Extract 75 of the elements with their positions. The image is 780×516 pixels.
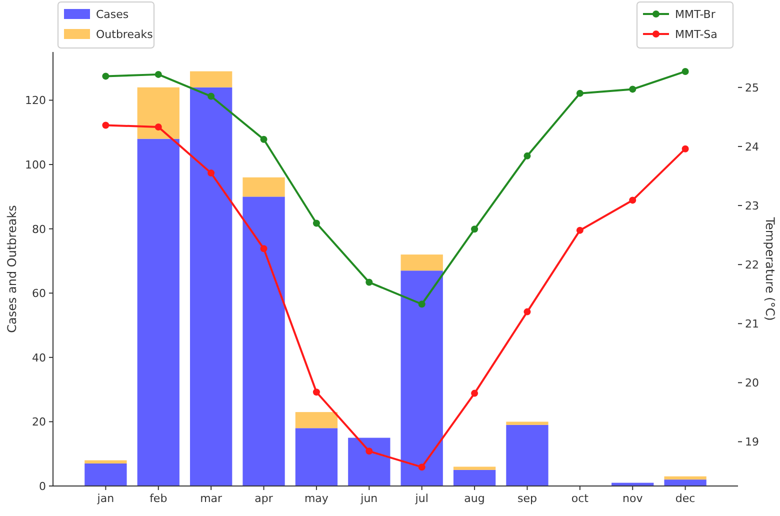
legend-label: MMT-Sa	[675, 28, 718, 41]
point	[471, 226, 478, 233]
bar	[453, 466, 496, 470]
point	[418, 464, 426, 471]
point	[366, 278, 373, 286]
x-tick-label: jul	[414, 492, 428, 505]
x-tick-label: jun	[360, 492, 378, 505]
y2-tick-label: 22	[745, 258, 759, 272]
point	[576, 90, 584, 97]
y2-tick-label: 21	[745, 318, 759, 331]
y-tick-label: 100	[25, 158, 46, 172]
y2-tick-label: 19	[745, 436, 759, 449]
y-tick-label: 120	[25, 94, 46, 108]
y-tick-label: 0	[39, 480, 46, 493]
x-tick-label: feb	[150, 492, 168, 505]
y-axis-title: Cases and Outbreaks	[5, 205, 19, 333]
point	[102, 72, 110, 80]
point	[154, 123, 162, 130]
bar	[84, 463, 127, 486]
point	[524, 308, 531, 316]
y2-tick-label: 24	[745, 140, 759, 154]
bar	[506, 422, 548, 425]
y2-tick-label: 23	[745, 200, 759, 213]
x-tick-label: mar	[200, 492, 223, 505]
point	[629, 86, 636, 93]
legend-label: MMT-Br	[675, 8, 716, 21]
x-tick-label: sep	[517, 492, 537, 505]
bar	[190, 87, 232, 486]
x-tick-label: dec	[675, 492, 696, 505]
y-tick-label: 60	[32, 287, 46, 300]
point	[366, 448, 373, 455]
bar	[137, 87, 180, 139]
point	[312, 220, 320, 227]
y-tick-label: 40	[32, 351, 46, 364]
point	[471, 390, 478, 397]
legend-label: Cases	[96, 8, 129, 21]
point	[682, 145, 689, 152]
point	[260, 136, 268, 143]
bar	[295, 428, 338, 486]
x-tick-label: may	[304, 492, 329, 505]
x-tick-label: apr	[254, 492, 274, 505]
point	[418, 300, 426, 308]
bar	[242, 196, 285, 486]
bar	[664, 480, 706, 486]
bar	[400, 270, 443, 486]
bar	[400, 254, 443, 271]
bar	[137, 138, 180, 486]
point	[524, 152, 531, 160]
x-tick-label: aug	[464, 492, 485, 505]
point	[208, 170, 215, 177]
y-tick-label: 20	[32, 416, 46, 429]
bar	[348, 438, 390, 486]
x-tick-label: oct	[571, 492, 590, 505]
y2-tick-label: 20	[745, 376, 759, 390]
y2-axis-title: Temperature (°C)	[763, 216, 777, 321]
bar	[190, 71, 232, 88]
bar	[295, 412, 338, 428]
point	[208, 92, 215, 100]
point	[154, 70, 162, 78]
y-tick-label: 80	[32, 222, 46, 236]
bar	[506, 424, 548, 486]
bar	[84, 460, 127, 464]
bar	[242, 177, 285, 197]
point	[682, 68, 689, 75]
bar	[453, 470, 496, 486]
bar	[664, 476, 706, 480]
point	[629, 196, 636, 204]
point	[576, 226, 584, 234]
x-tick-label: jan	[96, 492, 114, 505]
legend-label: Outbreaks	[96, 28, 154, 41]
point	[312, 388, 320, 396]
x-tick-label: nov	[622, 492, 644, 505]
y2-tick-label: 25	[745, 81, 759, 94]
point	[260, 245, 268, 252]
point	[102, 122, 110, 129]
